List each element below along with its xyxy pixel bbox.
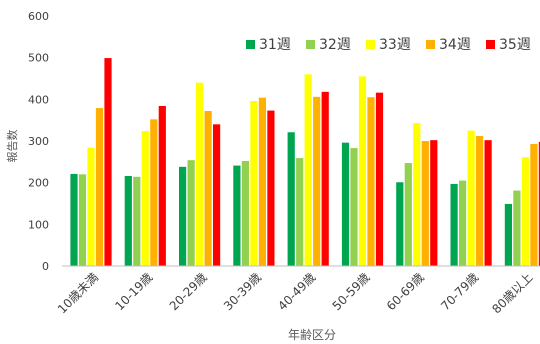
- y-tick-label: 500: [28, 52, 49, 65]
- bar: [513, 190, 521, 266]
- legend-label: 33週: [379, 37, 411, 53]
- y-axis-title: 報告数: [6, 130, 19, 163]
- bar: [358, 76, 367, 266]
- bar: [158, 106, 166, 266]
- x-tick-label: 80歳以上: [489, 270, 535, 316]
- bar-group: [179, 82, 221, 266]
- legend-label: 34週: [439, 37, 471, 53]
- x-tick-label: 50-59歳: [330, 270, 373, 313]
- bar: [196, 82, 204, 266]
- bar: [241, 161, 249, 266]
- bar: [350, 148, 358, 266]
- x-tick-label: 20-29歳: [167, 270, 210, 313]
- bar-group: [396, 123, 438, 266]
- bar-group: [504, 141, 540, 266]
- x-tick-label: 30-39歳: [221, 270, 264, 313]
- y-tick-label: 100: [28, 218, 49, 231]
- x-tick-label: 40-49歳: [275, 270, 318, 313]
- bar: [296, 158, 304, 266]
- bar: [87, 147, 95, 266]
- bar: [250, 101, 258, 266]
- y-tick-label: 200: [28, 177, 49, 190]
- x-tick-label: 60-69歳: [384, 270, 427, 313]
- bar: [538, 141, 540, 266]
- bar: [287, 132, 295, 266]
- x-axis: 10歳未満 10-19歳 20-29歳 30-39歳 40-49歳 50-59歳 60-69…: [55, 265, 540, 316]
- bar: [375, 92, 384, 266]
- legend-swatch: [486, 40, 495, 49]
- y-tick-label: 0: [42, 260, 49, 273]
- bar: [413, 123, 421, 266]
- bar: [521, 157, 529, 266]
- bar: [367, 97, 375, 266]
- bar: [124, 176, 132, 266]
- bar: [321, 91, 329, 266]
- bar: [258, 97, 266, 266]
- bar: [179, 166, 187, 266]
- bars: [70, 58, 540, 266]
- bar: [467, 130, 475, 266]
- bar: [233, 165, 241, 266]
- bar: [150, 119, 158, 266]
- bar: [304, 74, 312, 266]
- bar: [141, 131, 149, 266]
- y-tick-label: 400: [28, 93, 49, 106]
- bar: [78, 174, 87, 266]
- bar-group: [450, 130, 492, 266]
- bar: [504, 203, 512, 266]
- bar: [204, 111, 212, 266]
- bar: [213, 124, 221, 266]
- x-axis-title: 年齢区分: [288, 327, 336, 342]
- bar: [95, 108, 104, 266]
- x-tick-label: 10-19歳: [112, 270, 155, 313]
- bar: [341, 142, 350, 266]
- bar: [421, 141, 429, 266]
- legend-swatch: [366, 40, 375, 49]
- y-tick-label: 600: [28, 10, 49, 23]
- bar-group: [341, 76, 384, 266]
- bar: [104, 58, 112, 266]
- bar: [430, 140, 438, 266]
- legend-label: 32週: [319, 37, 351, 53]
- bar: [476, 136, 484, 266]
- bar-group: [233, 97, 275, 266]
- legend: 31週 32週 33週 34週 35週: [246, 37, 531, 53]
- bar: [484, 140, 492, 266]
- bar: [267, 110, 275, 266]
- legend-label: 35週: [499, 37, 531, 53]
- x-tick-label: 70-79歳: [438, 270, 481, 313]
- legend-swatch: [246, 40, 255, 49]
- bar-group: [124, 106, 166, 266]
- bar: [313, 96, 321, 266]
- legend-label: 31週: [259, 37, 291, 53]
- bar: [396, 182, 404, 266]
- bar: [530, 143, 538, 266]
- bar: [133, 176, 141, 266]
- legend-swatch: [426, 40, 435, 49]
- bar: [187, 160, 195, 266]
- bar: [459, 180, 467, 266]
- bar-group: [287, 74, 329, 266]
- y-tick-label: 300: [28, 135, 49, 148]
- legend-swatch: [306, 40, 315, 49]
- bar: [404, 163, 412, 266]
- y-axis: 0 100 200 300 400 500 600: [28, 10, 49, 273]
- bar: [450, 183, 458, 266]
- bar: [70, 173, 78, 266]
- x-tick-label: 10歳未満: [55, 270, 101, 316]
- bar-group: [70, 58, 112, 266]
